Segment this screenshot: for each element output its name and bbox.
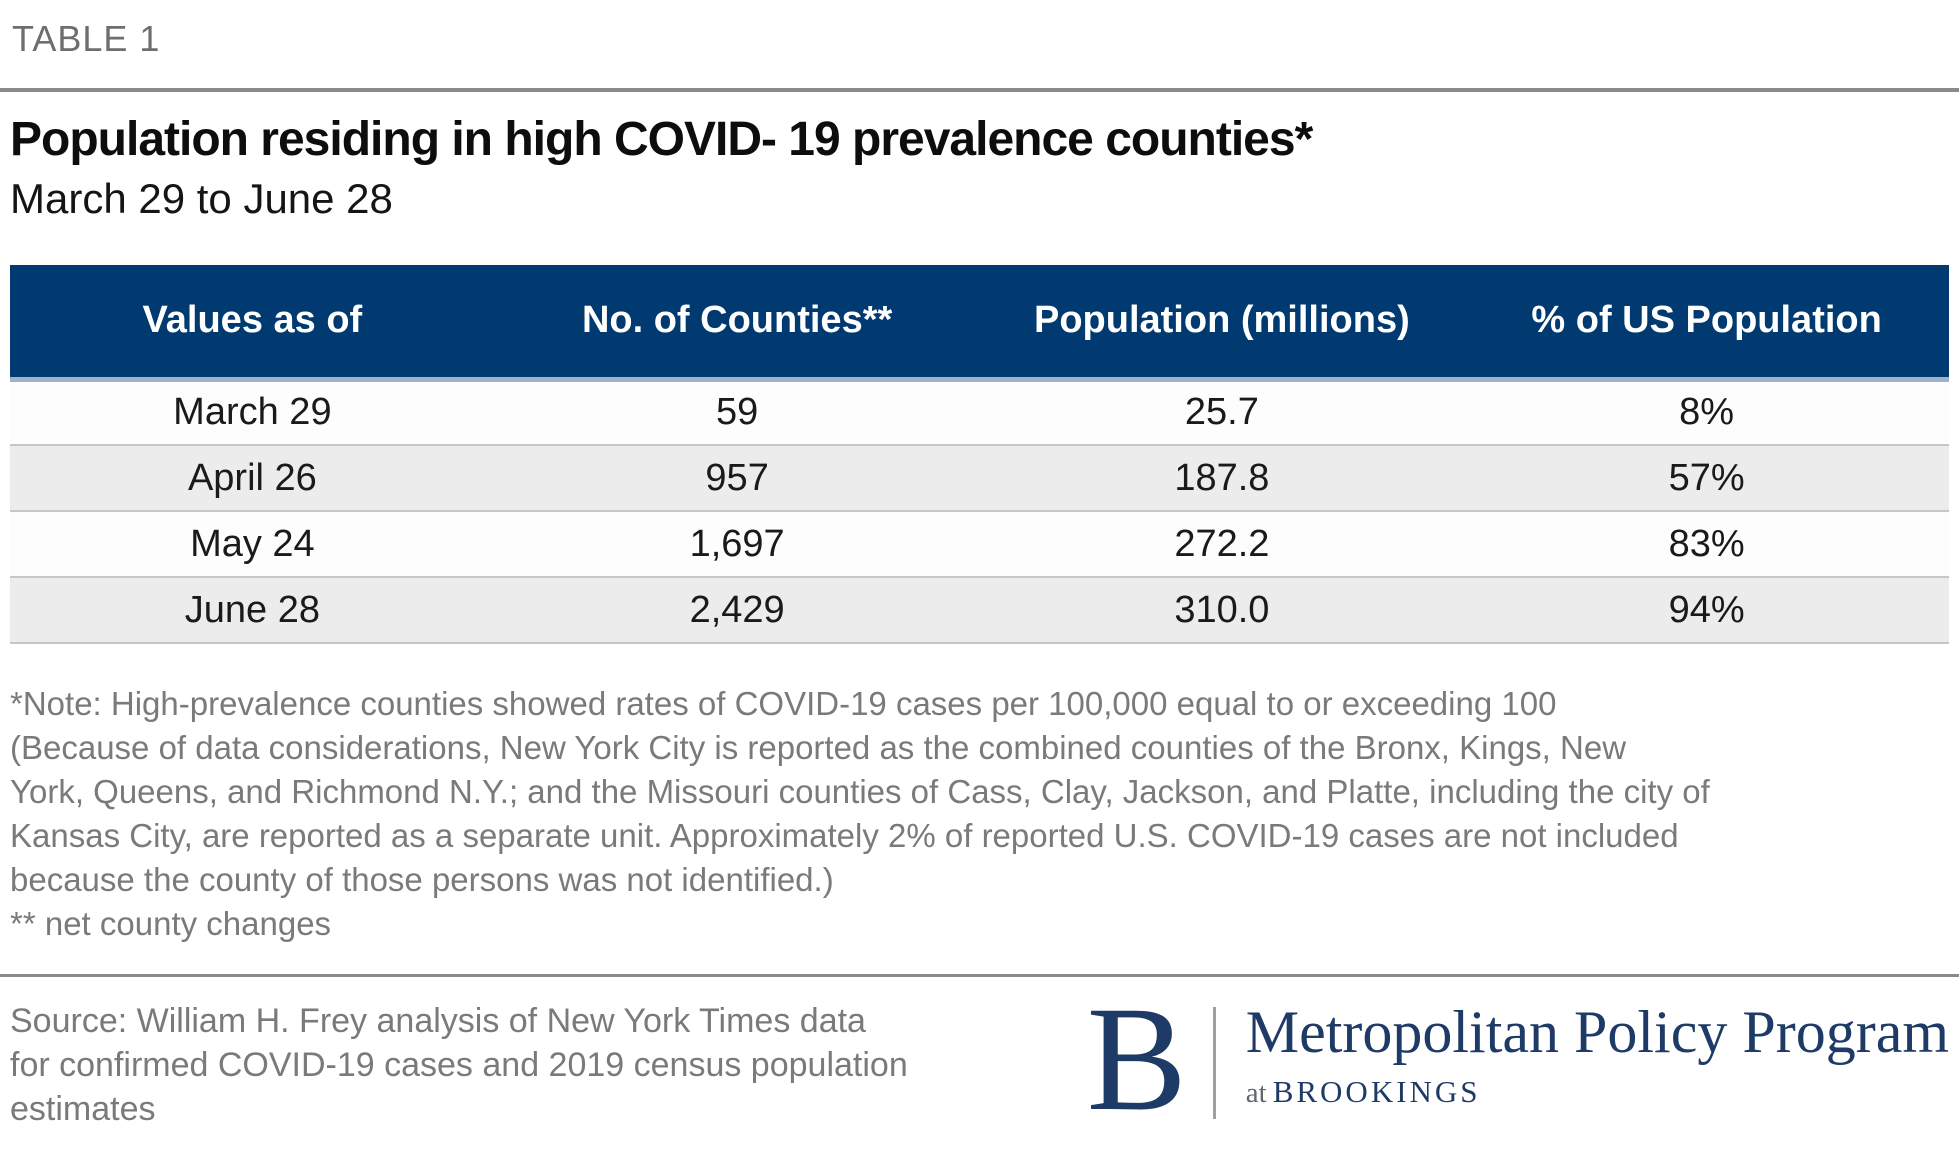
table-cell: 272.2	[1174, 522, 1270, 565]
logo-at-text: at	[1245, 1077, 1267, 1109]
table-row-march-29: March 29 59 25.7 8%	[10, 379, 1949, 445]
table-cell: 957	[705, 456, 769, 499]
table-cell: 1,697	[689, 522, 785, 565]
table-cell: April 26	[187, 456, 317, 499]
table-row-april-26: April 26 957 187.8 57%	[10, 445, 1949, 511]
footer-rule	[0, 974, 1959, 977]
table-kicker: TABLE 1	[12, 18, 161, 59]
column-header-no-of-counties: No. of Counties**	[494, 265, 980, 382]
logo-program-name: Metropolitan Policy Program	[1245, 999, 1949, 1065]
logo-text-block: Metropolitan Policy Program at BROOKINGS	[1246, 1001, 1949, 1110]
table-cell: 187.8	[1174, 456, 1270, 499]
top-rule	[0, 88, 1959, 92]
note-text-line: York, Queens, and Richmond N.Y.; and the…	[10, 773, 1710, 810]
column-header-values-as-of: Values as of	[10, 265, 495, 382]
figure-title: Population residing in high COVID- 19 pr…	[10, 113, 1313, 166]
logo-org-name: BROOKINGS	[1272, 1074, 1481, 1109]
table-cell: 59	[715, 391, 759, 434]
data-table: Values as of No. of Counties** Populatio…	[10, 265, 1949, 644]
column-header-pct-us-population: % of US Population	[1464, 265, 1949, 382]
table-cell: 94%	[1668, 588, 1745, 631]
brookings-b-mark: B	[1086, 976, 1187, 1142]
table-row-may-24: May 24 1,697 272.2 83%	[10, 511, 1949, 577]
table-cell: 25.7	[1184, 391, 1259, 434]
table-cell: May 24	[190, 522, 315, 565]
footnote-text: ** net county changes	[10, 905, 332, 942]
source-text-line: estimates	[10, 1090, 156, 1128]
table-cell: 2,429	[689, 588, 785, 631]
figure-subtitle: March 29 to June 28	[10, 175, 393, 222]
footer: Source: William H. Frey analysis of New …	[10, 976, 1949, 1142]
table-cell: 83%	[1668, 522, 1745, 565]
column-header-population-millions: Population (millions)	[979, 265, 1465, 382]
logo-org-line: at BROOKINGS	[1246, 1074, 1949, 1110]
note-text-line: because the county of those persons was …	[10, 861, 834, 898]
source-text: Source: William H. Frey analysis of New …	[10, 999, 990, 1131]
note-text-line: Kansas City, are reported as a separate …	[10, 817, 1679, 854]
brookings-logo: B Metropolitan Policy Program at BROOKING…	[1086, 976, 1949, 1142]
table-cell: 8%	[1679, 391, 1735, 434]
source-text-line: Source: William H. Frey analysis of New …	[10, 1002, 866, 1040]
table-cell: June 28	[184, 588, 320, 631]
note-text-line: *Note: High-prevalence counties showed r…	[10, 685, 1557, 722]
table-cell: 310.0	[1174, 588, 1270, 631]
table-row-june-28: June 28 2,429 310.0 94%	[10, 577, 1949, 643]
notes-block: *Note: High-prevalence counties showed r…	[10, 682, 1949, 946]
note-text-line: (Because of data considerations, New Yor…	[10, 729, 1627, 766]
table-cell: March 29	[173, 391, 332, 434]
logo-divider	[1212, 1007, 1216, 1119]
table-cell: 57%	[1668, 456, 1745, 499]
table-header-row: Values as of No. of Counties** Populatio…	[10, 265, 1949, 382]
source-text-line: for confirmed COVID-19 cases and 2019 ce…	[10, 1046, 908, 1084]
